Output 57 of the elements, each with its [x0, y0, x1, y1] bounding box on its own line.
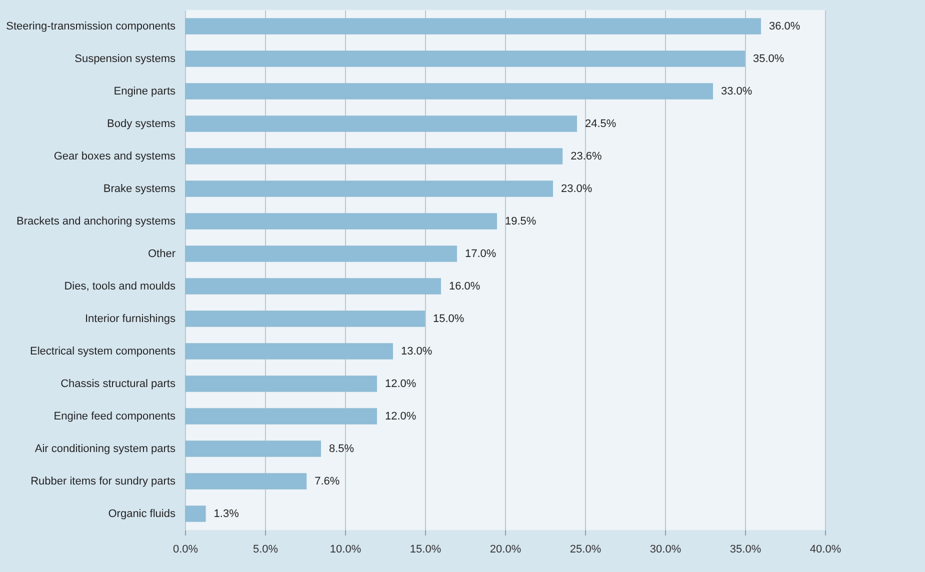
bar	[185, 408, 377, 424]
y-tick-label: Suspension systems	[74, 52, 176, 65]
data-label: 33.0%	[721, 85, 752, 98]
data-label: 1.3%	[214, 508, 240, 520]
data-label: 24.5%	[585, 118, 616, 130]
data-label: 12.0%	[385, 378, 416, 390]
bar	[185, 83, 713, 100]
data-label: 36.0%	[769, 20, 800, 32]
data-label: 23.0%	[561, 182, 592, 195]
y-tick-label: Dies, tools and moulds	[64, 280, 176, 292]
bar	[185, 213, 497, 230]
y-tick-label: Engine feed components	[54, 410, 176, 422]
data-label: 7.6%	[314, 475, 340, 488]
y-tick-label: Organic fluids	[108, 508, 176, 520]
y-tick-label: Chassis structural parts	[60, 378, 176, 390]
x-tick-label: 30.0%	[650, 544, 682, 556]
x-tick-label: 25.0%	[570, 544, 602, 556]
y-tick-label: Body systems	[107, 118, 176, 130]
y-tick-label: Electrical system components	[30, 345, 176, 358]
x-tick-label: 10.0%	[330, 544, 362, 556]
bar	[185, 278, 441, 294]
bar	[185, 343, 393, 360]
x-tick-label: 40.0%	[810, 544, 842, 556]
x-tick-label: 35.0%	[730, 544, 762, 556]
y-tick-label: Other	[148, 248, 176, 260]
bar	[185, 246, 457, 262]
y-tick-label: Steering-transmission components	[6, 20, 176, 32]
x-tick-label: 15.0%	[410, 544, 442, 556]
bar	[185, 310, 425, 327]
bar	[185, 18, 761, 34]
x-tick-label: 5.0%	[252, 544, 278, 556]
y-tick-label: Engine parts	[114, 85, 176, 98]
y-tick-label: Interior furnishings	[85, 312, 176, 325]
data-label: 15.0%	[433, 312, 464, 325]
data-label: 23.6%	[570, 150, 602, 162]
y-tick-label: Rubber items for sundry parts	[30, 475, 176, 488]
data-label: 16.0%	[449, 280, 480, 292]
data-label: 13.0%	[401, 345, 432, 358]
y-tick-label: Gear boxes and systems	[54, 150, 176, 162]
data-label: 17.0%	[465, 248, 496, 260]
y-tick-label: Air conditioning system parts	[34, 442, 176, 455]
bar	[185, 506, 206, 522]
y-tick-label: Brackets and anchoring systems	[16, 215, 176, 228]
y-tick-label: Brake systems	[103, 182, 176, 195]
bar	[185, 116, 577, 132]
bar	[185, 440, 321, 457]
bar	[185, 473, 307, 490]
data-label: 35.0%	[753, 52, 784, 65]
bar	[185, 376, 377, 392]
data-label: 12.0%	[385, 410, 416, 422]
bar	[185, 148, 563, 164]
bar	[185, 50, 745, 67]
x-tick-label: 0.0%	[172, 544, 198, 556]
bar	[185, 180, 553, 197]
x-tick-label: 20.0%	[490, 544, 522, 556]
data-label: 8.5%	[329, 442, 354, 455]
data-label: 19.5%	[505, 215, 536, 228]
